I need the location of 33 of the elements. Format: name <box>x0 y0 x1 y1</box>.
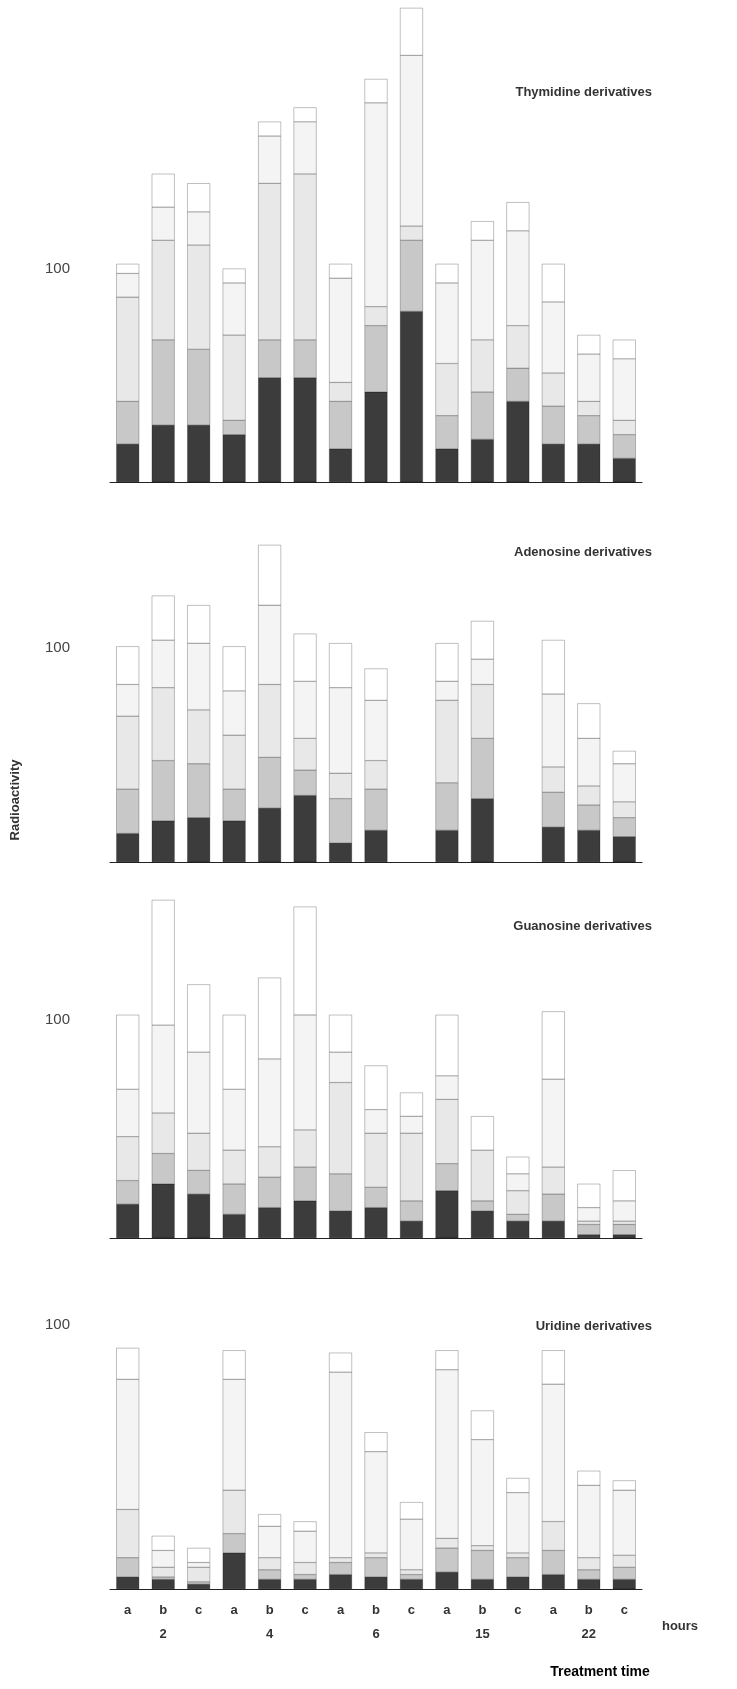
bar <box>293 1579 317 1590</box>
x-tick-label: b 2 <box>159 1601 168 1641</box>
bar <box>577 1224 601 1235</box>
x-tick-label: a <box>124 1601 133 1617</box>
text: Guanosine derivatives <box>513 918 653 933</box>
x-tick-label: a <box>549 1601 558 1617</box>
x-tick-label: a <box>230 1601 239 1617</box>
x-tick-label: c <box>407 1601 416 1617</box>
text: 100 <box>44 1009 70 1027</box>
x-axis-title: Treatment time <box>550 1663 650 1679</box>
text: 100 <box>44 637 70 655</box>
y-axis-title: Radioactivity <box>6 758 22 841</box>
chart-title: Adenosine derivatives <box>514 544 652 559</box>
bar <box>400 1579 423 1590</box>
bar <box>612 1224 636 1235</box>
chart-title: Uridine derivatives <box>535 1318 652 1333</box>
text: Thymidine derivatives <box>515 84 653 99</box>
x-tick-label: c <box>514 1601 522 1617</box>
x-tick-label: a <box>443 1601 452 1617</box>
x-tick-label: c <box>301 1601 309 1617</box>
text: hours <box>661 1617 699 1633</box>
x-tick-label: b 6 <box>372 1601 381 1641</box>
x-tick-label: b 22 <box>581 1601 597 1641</box>
text: 100 <box>44 258 70 276</box>
text: 100 <box>44 1314 70 1332</box>
bar <box>187 1567 211 1582</box>
bar <box>187 1584 211 1590</box>
x-tick-label: c <box>620 1601 628 1617</box>
x-tick-label: c <box>195 1601 203 1617</box>
x-tick-label: a <box>336 1601 345 1617</box>
bar <box>151 1579 175 1590</box>
x-tick-label: b 15 <box>475 1601 490 1641</box>
x-tick-label: b 4 <box>265 1601 274 1641</box>
